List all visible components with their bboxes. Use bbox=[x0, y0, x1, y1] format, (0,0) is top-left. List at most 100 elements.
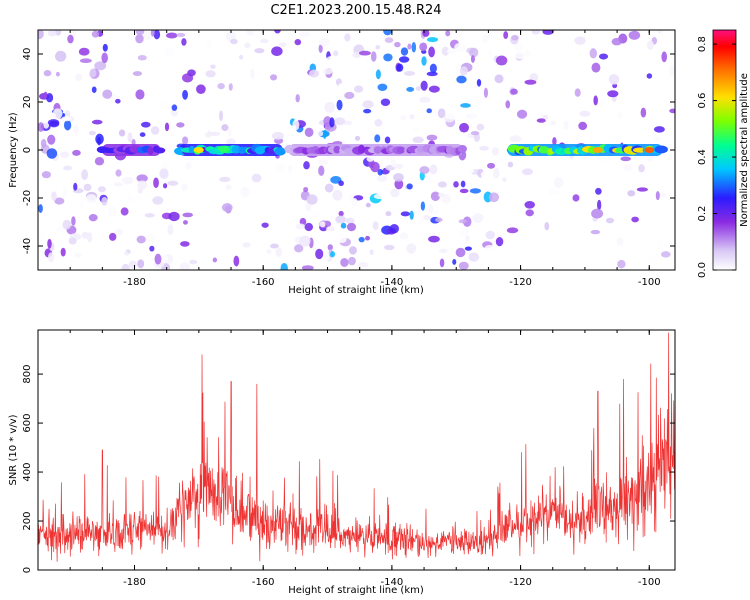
y-tick-label: 0 bbox=[22, 567, 33, 573]
noise-blob bbox=[411, 126, 419, 132]
noise-blob bbox=[521, 168, 533, 176]
noise-blob bbox=[182, 136, 189, 145]
noise-blob bbox=[212, 257, 218, 263]
noise-blob bbox=[620, 156, 632, 162]
noise-blob bbox=[579, 110, 591, 117]
noise-blob bbox=[419, 215, 424, 226]
noise-blob bbox=[394, 41, 401, 48]
noise-blob bbox=[462, 216, 472, 227]
noise-blob bbox=[385, 211, 392, 217]
noise-blob bbox=[170, 109, 178, 117]
spectrogram-x-axis-label: Height of straight line (km) bbox=[288, 285, 424, 296]
noise-blob bbox=[411, 42, 417, 53]
x-tick-label: -140 bbox=[381, 277, 404, 288]
noise-blob bbox=[374, 134, 381, 143]
noise-blob bbox=[428, 235, 440, 243]
noise-blob bbox=[419, 42, 428, 52]
noise-blob bbox=[196, 84, 206, 95]
noise-blob bbox=[465, 113, 478, 120]
noise-blob bbox=[616, 237, 624, 246]
noise-blob bbox=[318, 165, 325, 176]
noise-blob bbox=[38, 233, 46, 242]
noise-blob bbox=[443, 201, 451, 210]
noise-blob bbox=[460, 180, 466, 188]
noise-blob bbox=[435, 217, 443, 222]
noise-blob bbox=[294, 244, 304, 253]
noise-blob bbox=[669, 65, 675, 76]
noise-blob bbox=[445, 113, 458, 120]
noise-blob bbox=[542, 30, 554, 35]
noise-blob bbox=[137, 259, 145, 269]
noise-blob bbox=[420, 80, 428, 91]
noise-blob bbox=[271, 46, 283, 57]
colorbar-tick-label: 0.4 bbox=[697, 149, 708, 165]
noise-blob bbox=[280, 263, 288, 270]
noise-blob bbox=[605, 217, 615, 224]
noise-blob bbox=[441, 46, 450, 56]
noise-blob bbox=[438, 192, 446, 198]
noise-blob bbox=[227, 127, 232, 137]
noise-blob bbox=[374, 119, 383, 127]
noise-blob bbox=[525, 220, 534, 231]
noise-blob bbox=[395, 163, 404, 169]
noise-blob bbox=[121, 263, 130, 270]
noise-blob bbox=[61, 116, 72, 122]
x-tick-label: -160 bbox=[252, 577, 275, 588]
noise-blob bbox=[40, 138, 47, 149]
noise-blob bbox=[516, 109, 528, 119]
noise-blob bbox=[292, 119, 300, 131]
noise-blob bbox=[358, 50, 371, 56]
colorbar-gradient bbox=[712, 29, 737, 271]
noise-blob bbox=[43, 91, 48, 99]
noise-blob bbox=[400, 47, 409, 56]
noise-blob bbox=[669, 108, 675, 114]
noise-blob bbox=[318, 44, 323, 53]
noise-blob bbox=[420, 201, 426, 211]
noise-blob bbox=[47, 134, 56, 145]
noise-blob bbox=[311, 222, 318, 229]
noise-blob bbox=[590, 229, 601, 235]
noise-blob bbox=[159, 168, 169, 179]
noise-blob bbox=[135, 30, 145, 35]
noise-blob bbox=[251, 173, 262, 183]
noise-blob bbox=[304, 222, 314, 232]
noise-blob bbox=[406, 86, 415, 92]
x-tick-label: -140 bbox=[381, 577, 404, 588]
noise-blob bbox=[266, 249, 272, 254]
noise-blob bbox=[646, 124, 653, 129]
noise-blob bbox=[370, 51, 377, 62]
snr-y-axis-label: SNR (10 * v/v) bbox=[8, 414, 19, 485]
noise-blob bbox=[345, 217, 355, 225]
noise-blob bbox=[333, 50, 339, 57]
noise-blob bbox=[166, 32, 178, 39]
noise-blob bbox=[465, 235, 470, 242]
noise-blob bbox=[91, 119, 103, 125]
noise-blob bbox=[238, 54, 244, 60]
noise-blob bbox=[63, 119, 72, 131]
noise-blob bbox=[365, 235, 370, 241]
noise-blob bbox=[631, 216, 639, 223]
signal-blob bbox=[457, 144, 467, 153]
noise-blob bbox=[54, 50, 67, 62]
noise-blob bbox=[154, 253, 162, 265]
noise-blob bbox=[54, 30, 62, 36]
noise-blob bbox=[274, 30, 281, 34]
noise-blob bbox=[95, 133, 104, 145]
signal-peak bbox=[193, 147, 204, 153]
noise-blob bbox=[59, 151, 70, 158]
noise-blob bbox=[400, 211, 411, 217]
noise-blob bbox=[250, 68, 255, 79]
noise-blob bbox=[354, 85, 364, 93]
noise-blob bbox=[149, 118, 160, 124]
noise-blob bbox=[115, 169, 122, 177]
noise-blob bbox=[324, 101, 335, 113]
noise-blob bbox=[320, 212, 332, 221]
noise-blob bbox=[331, 206, 340, 214]
noise-blob bbox=[506, 227, 519, 234]
noise-blob bbox=[94, 61, 107, 71]
signal-blob bbox=[654, 145, 668, 154]
noise-blob bbox=[583, 243, 592, 250]
noise-blob bbox=[480, 171, 490, 179]
signal-blob bbox=[396, 146, 406, 154]
noise-blob bbox=[446, 48, 457, 55]
